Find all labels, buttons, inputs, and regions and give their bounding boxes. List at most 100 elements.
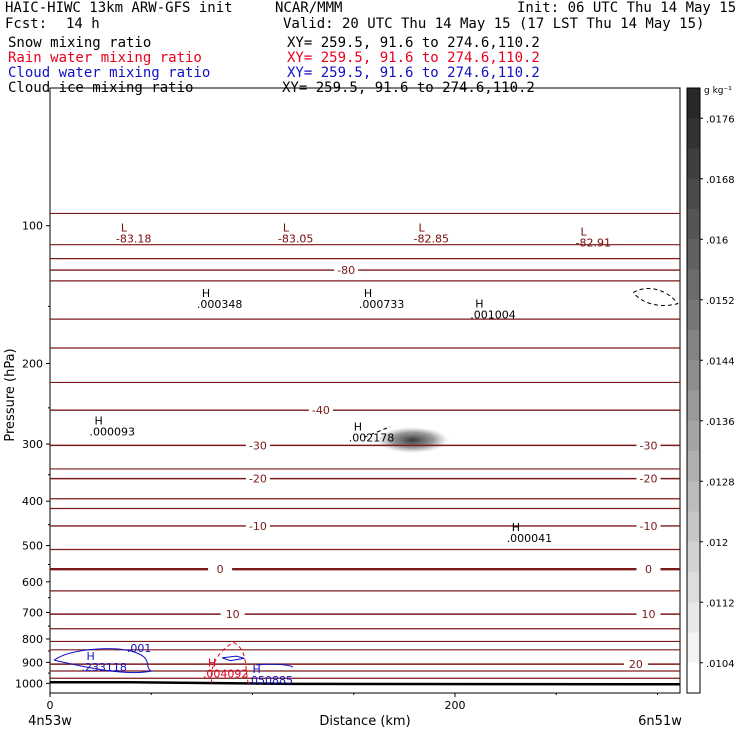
low-marker: L: [121, 222, 128, 235]
rain-water-contour: [210, 642, 249, 685]
right-endpoint-label: 6n51w: [638, 714, 682, 729]
extremum-value: .001004: [470, 309, 516, 322]
contour-label-bg: [245, 438, 270, 452]
high-marker: H: [354, 420, 362, 433]
extremum-value: -82.91: [576, 236, 611, 249]
init-time: Init: 06 UTC Thu 14 May 15: [517, 0, 737, 16]
field-xy-cloud-water: XY= 259.5, 91.6 to 274.6,110.2: [287, 65, 540, 81]
extremum-value: .000093: [90, 426, 136, 439]
extremum-value: .000733: [359, 298, 405, 311]
colorbar-cell: [687, 451, 700, 482]
y-tick-label: 200: [22, 357, 43, 370]
colorbar-cell: [687, 360, 700, 391]
contour-label-bg: [636, 471, 661, 485]
colorbar-cell: [687, 511, 700, 543]
cloud-water-contour: [256, 663, 294, 668]
field-name-snow: Snow mixing ratio: [8, 35, 152, 51]
high-marker: H: [253, 663, 261, 676]
left-endpoint-label: 4n53w: [28, 714, 72, 729]
temperature-label: 20: [629, 658, 643, 671]
colorbar-cell: [687, 269, 700, 301]
temperature-label: -80: [337, 264, 355, 277]
y-axis-label: Pressure (hPa): [3, 348, 18, 441]
temperature-label: 10: [642, 608, 656, 621]
x-axis-label: Distance (km): [319, 714, 410, 729]
contour-label-bg: [636, 518, 661, 532]
cloud-ice-shading: [376, 427, 449, 454]
y-tick-label: 100: [22, 220, 43, 233]
colorbar-label: .0104: [706, 659, 735, 670]
contour-label-bg: [334, 263, 359, 277]
colorbar-cell: [687, 420, 700, 452]
extremum-value: -83.18: [116, 233, 151, 246]
cloud-water-contour: [53, 648, 153, 674]
valid-time: Valid: 20 UTC Thu 14 May 15 (17 LST Thu …: [283, 16, 705, 32]
extremum-value: -82.85: [414, 233, 449, 246]
plot-frame: [49, 87, 681, 694]
colorbar-cell: [687, 88, 700, 119]
org-label: NCAR/MMM: [275, 0, 343, 16]
temperature-label: -30: [640, 439, 658, 452]
temperature-label: -10: [640, 520, 658, 533]
colorbar-label: .0152: [706, 296, 735, 307]
colorbar-cell: [687, 148, 700, 180]
contour-value-label: .001: [127, 642, 152, 655]
colorbar-label: .0112: [706, 598, 735, 609]
high-marker: H: [95, 415, 103, 428]
colorbar-cell: [687, 330, 700, 361]
y-tick-label: 400: [22, 495, 43, 508]
forecast-hour: 14 h: [66, 16, 100, 32]
field-name-cloud-water: Cloud water mixing ratio: [8, 65, 211, 81]
high-marker: H: [202, 287, 210, 300]
y-tick-label: 300: [22, 438, 43, 451]
contour-label-bg: [208, 562, 233, 576]
low-marker: L: [419, 222, 426, 235]
cloud-ice-contour: [363, 426, 391, 438]
x-tick-label: 0: [47, 699, 54, 712]
colorbar-cell: [687, 118, 700, 149]
temperature-label: -40: [312, 404, 330, 417]
colorbar-cell: [687, 602, 700, 633]
colorbar-cell: [687, 178, 700, 210]
x-tick-label: 200: [445, 699, 466, 712]
colorbar-label: .012: [706, 538, 728, 549]
y-tick-label: 700: [22, 606, 43, 619]
title: HAIC-HIWC 13km ARW-GFS init: [5, 0, 233, 16]
field-name-rain: Rain water mixing ratio: [8, 50, 202, 66]
colorbar-cell: [687, 299, 700, 331]
colorbar-label: .0144: [706, 356, 735, 367]
cloud-ice-contour: [632, 288, 679, 307]
contour-label-bg: [623, 657, 648, 671]
y-tick-label: 900: [22, 656, 43, 669]
low-marker: L: [283, 222, 290, 235]
contour-label-bg: [636, 438, 661, 452]
extremum-value: .000348: [197, 298, 243, 311]
temperature-label: -30: [249, 439, 267, 452]
colorbar-label: .016: [706, 235, 728, 246]
temperature-label: 10: [226, 608, 240, 621]
temperature-label: -20: [249, 473, 267, 486]
extremum-value: .000041: [507, 532, 553, 545]
contour-label-bg: [220, 607, 245, 621]
colorbar-cell: [687, 481, 700, 512]
colorbar-label: .0168: [706, 175, 735, 186]
extremum-value: .233118: [81, 661, 127, 674]
colorbar-frame: [686, 87, 701, 694]
high-marker: H: [512, 521, 520, 534]
high-marker: H: [475, 298, 483, 311]
colorbar-cell: [687, 390, 700, 422]
y-tick-label: 500: [22, 540, 43, 553]
colorbar-label: .0128: [706, 477, 735, 488]
high-marker: H: [86, 650, 94, 663]
y-tick-label: 1000: [15, 677, 43, 690]
temperature-label: -20: [640, 473, 658, 486]
colorbar-cell: [687, 572, 700, 603]
terrain-surface: [50, 681, 681, 686]
temperature-label: 0: [645, 563, 652, 576]
y-tick-label: 800: [22, 633, 43, 646]
contour-label-bg: [636, 562, 661, 576]
colorbar-cell: [687, 209, 700, 240]
contour-label-bg: [636, 607, 661, 621]
extremum-value: .002178: [349, 431, 395, 444]
extremum-value: .004092: [203, 668, 249, 681]
